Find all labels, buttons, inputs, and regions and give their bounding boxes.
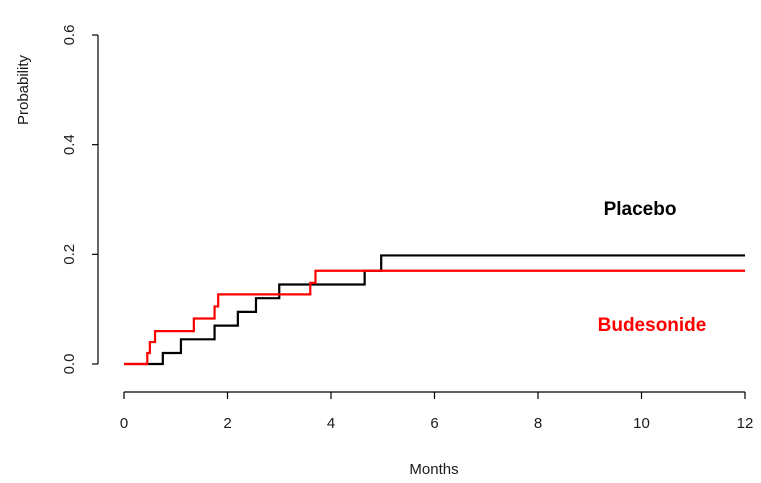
y-axis-title: Probability <box>15 54 32 125</box>
y-tick-label: 0.4 <box>61 134 78 155</box>
x-axis: 0 2 4 6 8 10 12 <box>120 391 754 432</box>
y-tick-label: 0.0 <box>61 354 78 375</box>
y-tick-label: 0.6 <box>61 25 78 46</box>
series-layer <box>124 254 745 366</box>
budesonide-series-label: Budesonide <box>598 315 707 336</box>
x-tick-label: 2 <box>223 415 231 432</box>
x-tick-label: 4 <box>327 415 335 432</box>
budesonide-step-line <box>124 269 745 366</box>
x-axis-title: Months <box>409 461 458 478</box>
x-tick-label: 8 <box>534 415 542 432</box>
x-tick-label: 10 <box>633 415 650 432</box>
x-tick-label: 12 <box>737 415 754 432</box>
x-tick-label: 0 <box>120 415 128 432</box>
series-labels: Placebo Budesonide <box>598 199 707 336</box>
x-tick-label: 6 <box>430 415 438 432</box>
placebo-series-label: Placebo <box>604 199 677 220</box>
y-axis: 0.0 0.2 0.4 0.6 <box>61 25 99 375</box>
y-tick-label: 0.2 <box>61 244 78 265</box>
